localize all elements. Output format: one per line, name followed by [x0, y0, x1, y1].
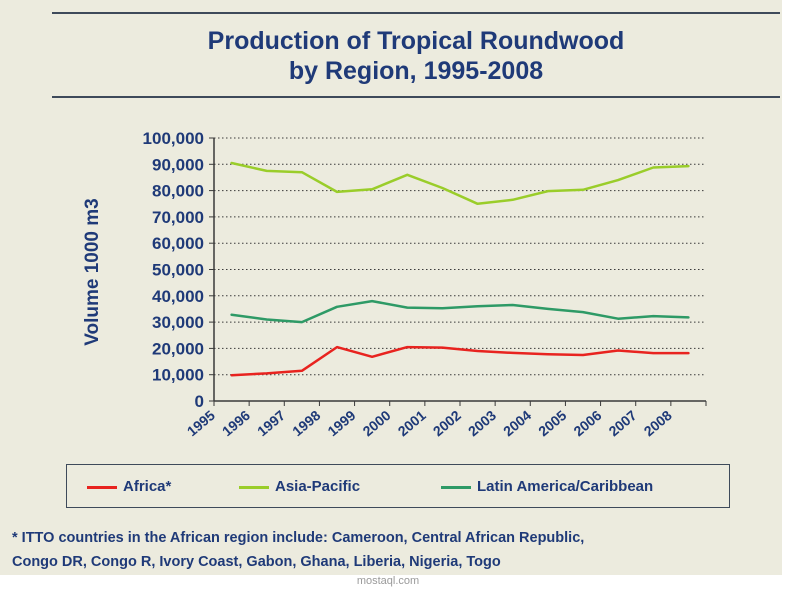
x-tick-label: 1999: [324, 407, 358, 439]
y-tick-labels: 0 10,000 20,000 30,000 40,000 50,000 60,000 70,…: [143, 129, 204, 411]
series-lines: [230, 161, 690, 377]
y-tick-label: 90,000: [152, 155, 204, 174]
y-tick-label: 0: [195, 392, 204, 411]
legend-label-latin-america: Latin America/Caribbean: [477, 478, 654, 495]
x-tick-label: 2000: [359, 407, 393, 439]
line-chart: 0 10,000 20,000 30,000 40,000 50,000 60,000 70,…: [143, 129, 707, 439]
legend-swatch-africa: [87, 486, 117, 489]
gridlines: [214, 137, 706, 376]
x-tick-label: 1997: [254, 407, 288, 439]
legend-swatch-latin-america: [441, 486, 471, 489]
y-tick-label: 10,000: [152, 366, 204, 385]
y-axis-label: Volume 1000 m3: [82, 198, 103, 346]
title-line-1: Production of Tropical Roundwood: [207, 27, 625, 55]
series-line-africa: [230, 345, 690, 377]
x-tick-label: 2001: [395, 407, 429, 439]
footnote-line-1: * ITTO countries in the African region i…: [12, 530, 585, 546]
y-tick-label: 20,000: [152, 339, 204, 358]
title-rule: [52, 96, 780, 98]
x-tick-label: 2003: [465, 407, 499, 439]
legend-label-asia-pacific: Asia-Pacific: [275, 478, 361, 495]
y-tick-label: 30,000: [152, 313, 204, 332]
top-rule: [52, 12, 780, 14]
x-tick-label: 2006: [570, 407, 604, 439]
watermark-text: mostaql.com: [356, 575, 420, 587]
legend-swatch-asia-pacific: [239, 486, 269, 489]
y-tick-label: 80,000: [152, 182, 204, 201]
x-tick-label: 1996: [219, 407, 253, 439]
series-line-asia-pacific: [230, 161, 690, 206]
y-tick-label: 50,000: [152, 261, 204, 280]
chart-title: Production of Tropical Roundwood by Regi…: [52, 26, 780, 86]
y-tick-label: 100,000: [143, 129, 204, 148]
footnote-line-2: Congo DR, Congo R, Ivory Coast, Gabon, G…: [12, 554, 501, 570]
x-tick-label: 2007: [605, 407, 639, 439]
x-tick-label: 1995: [184, 407, 218, 439]
footnote: * ITTO countries in the African region i…: [12, 526, 780, 574]
y-tick-label: 70,000: [152, 208, 204, 227]
y-tick-label: 40,000: [152, 287, 204, 306]
y-tick-label: 60,000: [152, 234, 204, 253]
legend: Africa* Asia-Pacific Latin America/Carib…: [66, 464, 730, 508]
legend-label-africa: Africa*: [123, 478, 172, 495]
title-line-2: by Region, 1995-2008: [288, 57, 544, 85]
x-tick-label: 2008: [641, 407, 675, 439]
axes: [209, 137, 707, 406]
x-tick-label: 2004: [500, 407, 534, 439]
slide-background: Production of Tropical Roundwood by Regi…: [0, 0, 782, 575]
series-line-latin-america-caribbean: [230, 299, 690, 324]
x-tick-label: 1998: [289, 407, 323, 439]
x-tick-labels: 1995 1996 1997 1998 1999 2000 2001 2002 2003 2004…: [184, 407, 675, 439]
x-tick-label: 2002: [430, 407, 464, 439]
x-tick-label: 2005: [535, 407, 569, 439]
